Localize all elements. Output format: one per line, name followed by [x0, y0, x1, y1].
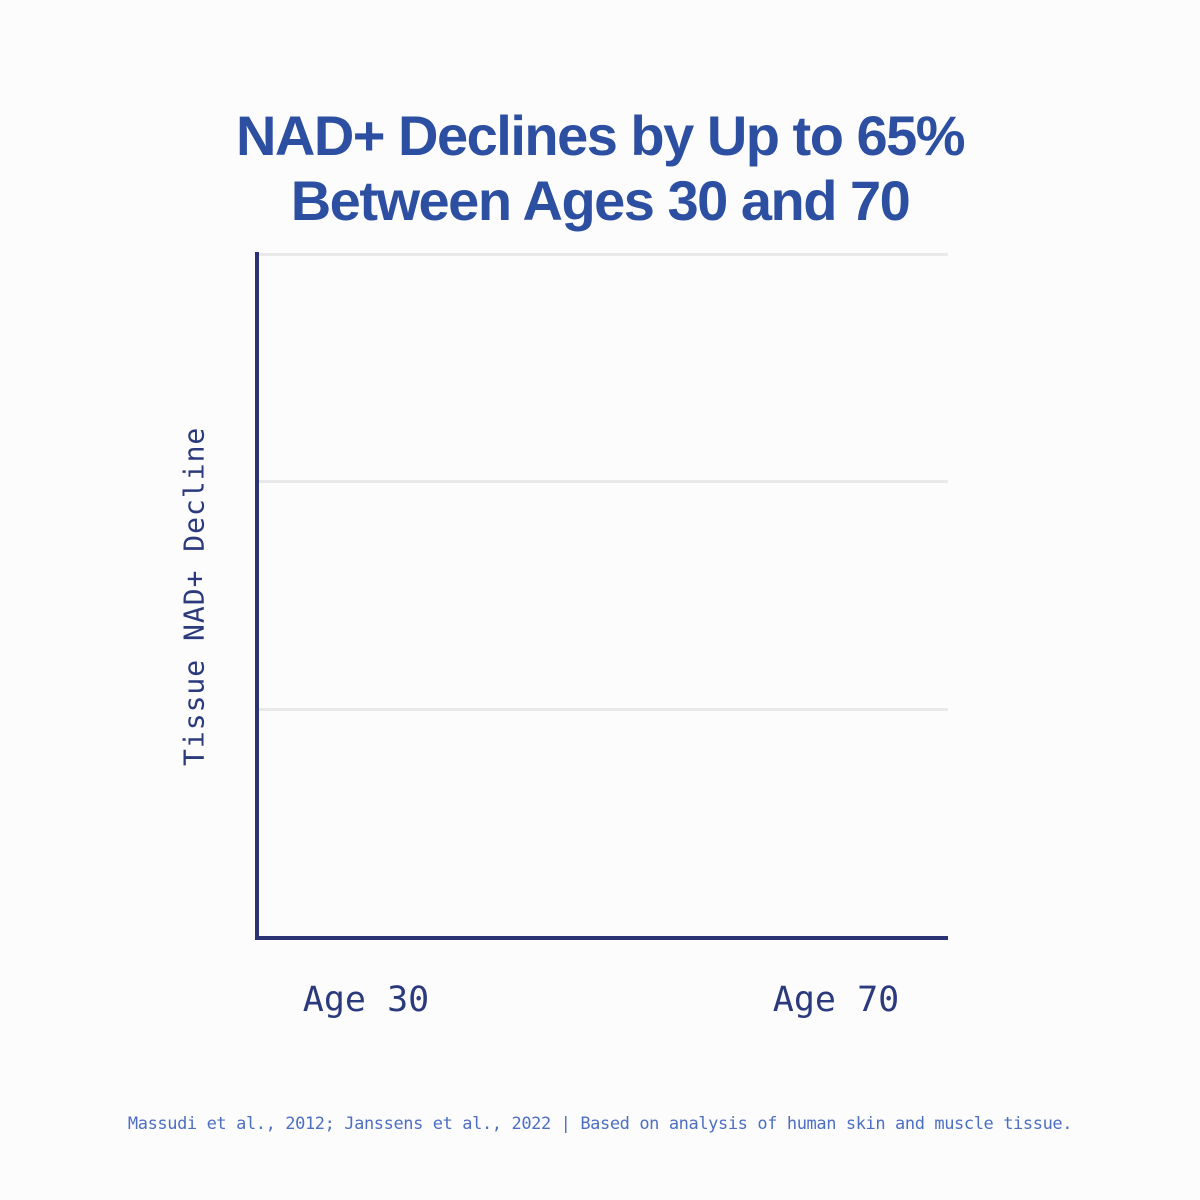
chart-title-line1: NAD+ Declines by Up to 65%: [235, 104, 966, 167]
source-citation: Massudi et al., 2012; Janssens et al., 2…: [127, 1114, 1073, 1134]
gridline-middle: [259, 479, 948, 483]
gridline-lower: [259, 707, 948, 711]
gridline-top: [259, 253, 948, 256]
y-axis-label: Tissue NAD+ Decline: [177, 426, 211, 766]
plot-area: [255, 252, 948, 940]
chart-title-line2: Between Ages 30 and 70: [290, 168, 911, 232]
x-tick-age-70: Age 70: [772, 980, 900, 1020]
x-tick-age-30: Age 30: [302, 980, 430, 1020]
chart-title: NAD+ Declines by Up to 65% Between Ages …: [0, 104, 1200, 234]
